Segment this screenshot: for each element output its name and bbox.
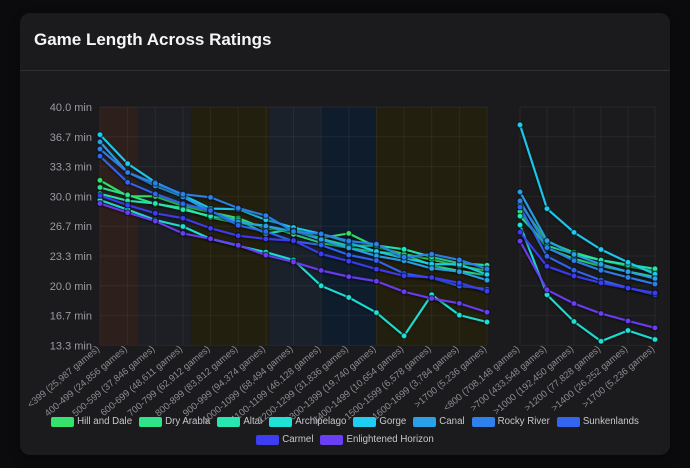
svg-text:26.7 min: 26.7 min [50, 221, 92, 233]
svg-text:36.7 min: 36.7 min [50, 132, 92, 144]
svg-text:30.0 min: 30.0 min [50, 191, 92, 203]
svg-text:20.0 min: 20.0 min [50, 281, 92, 293]
svg-text:33.3 min: 33.3 min [50, 162, 92, 174]
svg-text:23.3 min: 23.3 min [50, 251, 92, 263]
svg-text:40.0 min: 40.0 min [50, 102, 92, 114]
svg-text:16.7 min: 16.7 min [50, 311, 92, 323]
